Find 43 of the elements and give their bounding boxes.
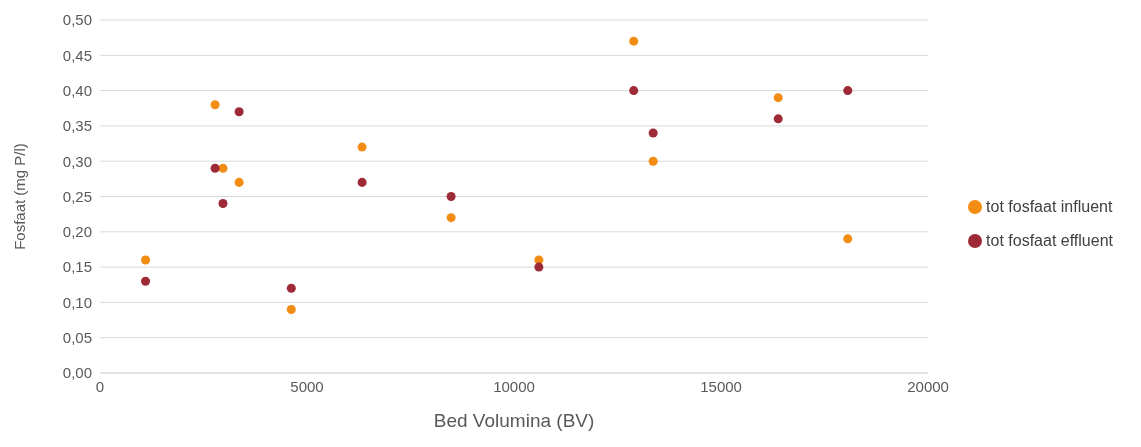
point (534, 262, 544, 272)
x-tick-label: 15000 (700, 377, 742, 395)
point (446, 191, 456, 202)
point (629, 86, 639, 96)
x-tick-label: 10000 (493, 377, 535, 395)
point (141, 276, 151, 286)
y-tick-label: 0,10 (62, 293, 92, 311)
point (629, 36, 639, 46)
legend-label: tot fosfaat influent (986, 197, 1113, 215)
point (218, 199, 228, 209)
point (286, 283, 296, 293)
y-tick-label: 0,00 (62, 364, 92, 382)
y-tick-label: 0,30 (62, 152, 92, 170)
point (141, 255, 151, 265)
x-axis-title: Bed Volumina (BV) (433, 410, 595, 431)
point (286, 304, 296, 314)
point (357, 177, 367, 187)
y-axis-title: Fosfaat (mg P/l) (11, 143, 29, 250)
point (773, 114, 783, 124)
y-tick-label: 0,50 (62, 11, 92, 29)
point (843, 86, 853, 96)
y-tick-label: 0,25 (62, 187, 92, 205)
x-tick-label: 20000 (907, 377, 949, 395)
point (446, 213, 456, 223)
y-tick-label: 0,35 (62, 117, 92, 135)
y-tick-label: 0,40 (62, 81, 92, 99)
y-tick-label: 0,20 (62, 223, 92, 241)
point (648, 156, 658, 166)
x-tick-label: 5000 (290, 377, 324, 395)
legend-label: tot fosfaat effluent (986, 231, 1113, 249)
x-tick-label: 0 (95, 377, 105, 395)
point (234, 177, 244, 187)
y-tick-label: 0,45 (62, 46, 92, 64)
point (843, 234, 853, 244)
y-tick-label: 0,15 (62, 258, 92, 276)
point (648, 128, 658, 138)
point (218, 163, 228, 173)
point (210, 100, 220, 110)
point (210, 163, 220, 173)
point (773, 93, 783, 103)
y-tick-label: 0,05 (62, 329, 92, 347)
point (357, 142, 367, 152)
point (234, 107, 244, 117)
